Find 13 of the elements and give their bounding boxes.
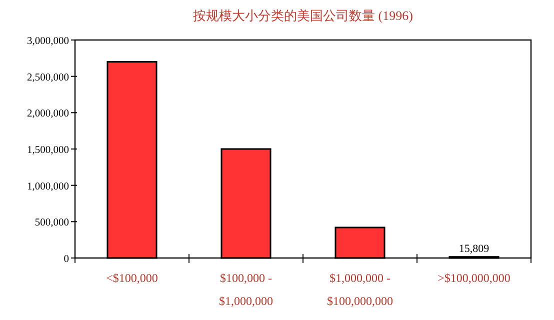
y-tick-label: 3,000,000 — [27, 36, 69, 47]
chart-title: 按规模大小分类的美国公司数量 (1996) — [193, 8, 413, 23]
y-tick-label: 2,500,000 — [27, 72, 69, 84]
y-tick-label: 2,000,000 — [27, 108, 69, 120]
y-tick-label: 1,000,000 — [27, 181, 69, 192]
data-label: 15,809 — [458, 242, 490, 255]
x-tick-label: $1,000,000 - $100,000,000 — [327, 271, 393, 308]
y-tick-label: 500,000 — [34, 218, 69, 229]
x-tick-label: $100,000 - $1,000,000 — [219, 271, 273, 308]
x-tick-label: >$100,000,000 — [438, 271, 510, 285]
y-tick-label: 0 — [64, 254, 69, 265]
y-tick-label: 1,500,000 — [27, 145, 69, 156]
x-tick-label: <$100,000 — [106, 271, 158, 285]
